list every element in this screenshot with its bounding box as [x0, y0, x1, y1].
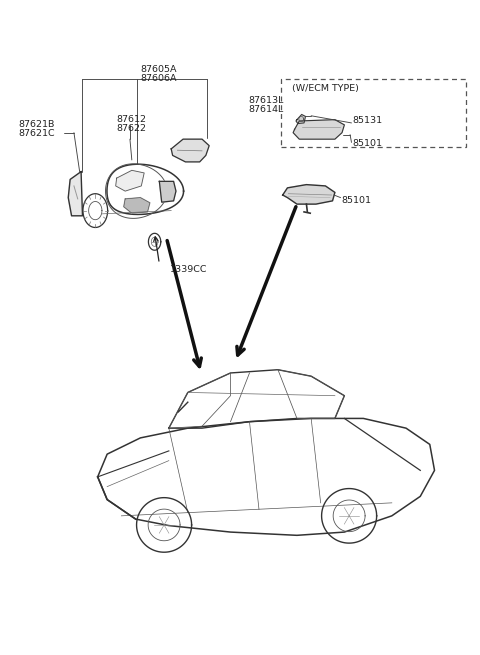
Polygon shape	[283, 185, 335, 204]
Text: 85101: 85101	[352, 140, 383, 148]
Text: 87614L: 87614L	[249, 105, 284, 114]
Text: (W/ECM TYPE): (W/ECM TYPE)	[292, 84, 359, 93]
Text: 87605A: 87605A	[140, 65, 177, 73]
Polygon shape	[124, 198, 150, 213]
Text: 85101: 85101	[342, 196, 372, 206]
Polygon shape	[171, 139, 209, 162]
Text: 87621C: 87621C	[19, 130, 55, 138]
Polygon shape	[293, 120, 344, 139]
Text: 87606A: 87606A	[140, 73, 177, 83]
Text: 87613L: 87613L	[249, 96, 284, 105]
Polygon shape	[116, 170, 144, 191]
Text: 87621B: 87621B	[19, 121, 55, 130]
Text: 85131: 85131	[352, 117, 383, 126]
Text: 87612: 87612	[116, 115, 146, 124]
Polygon shape	[68, 172, 83, 215]
Text: 87622: 87622	[116, 124, 146, 133]
Polygon shape	[159, 181, 176, 202]
Polygon shape	[296, 115, 305, 124]
Text: 1339CC: 1339CC	[170, 265, 207, 274]
